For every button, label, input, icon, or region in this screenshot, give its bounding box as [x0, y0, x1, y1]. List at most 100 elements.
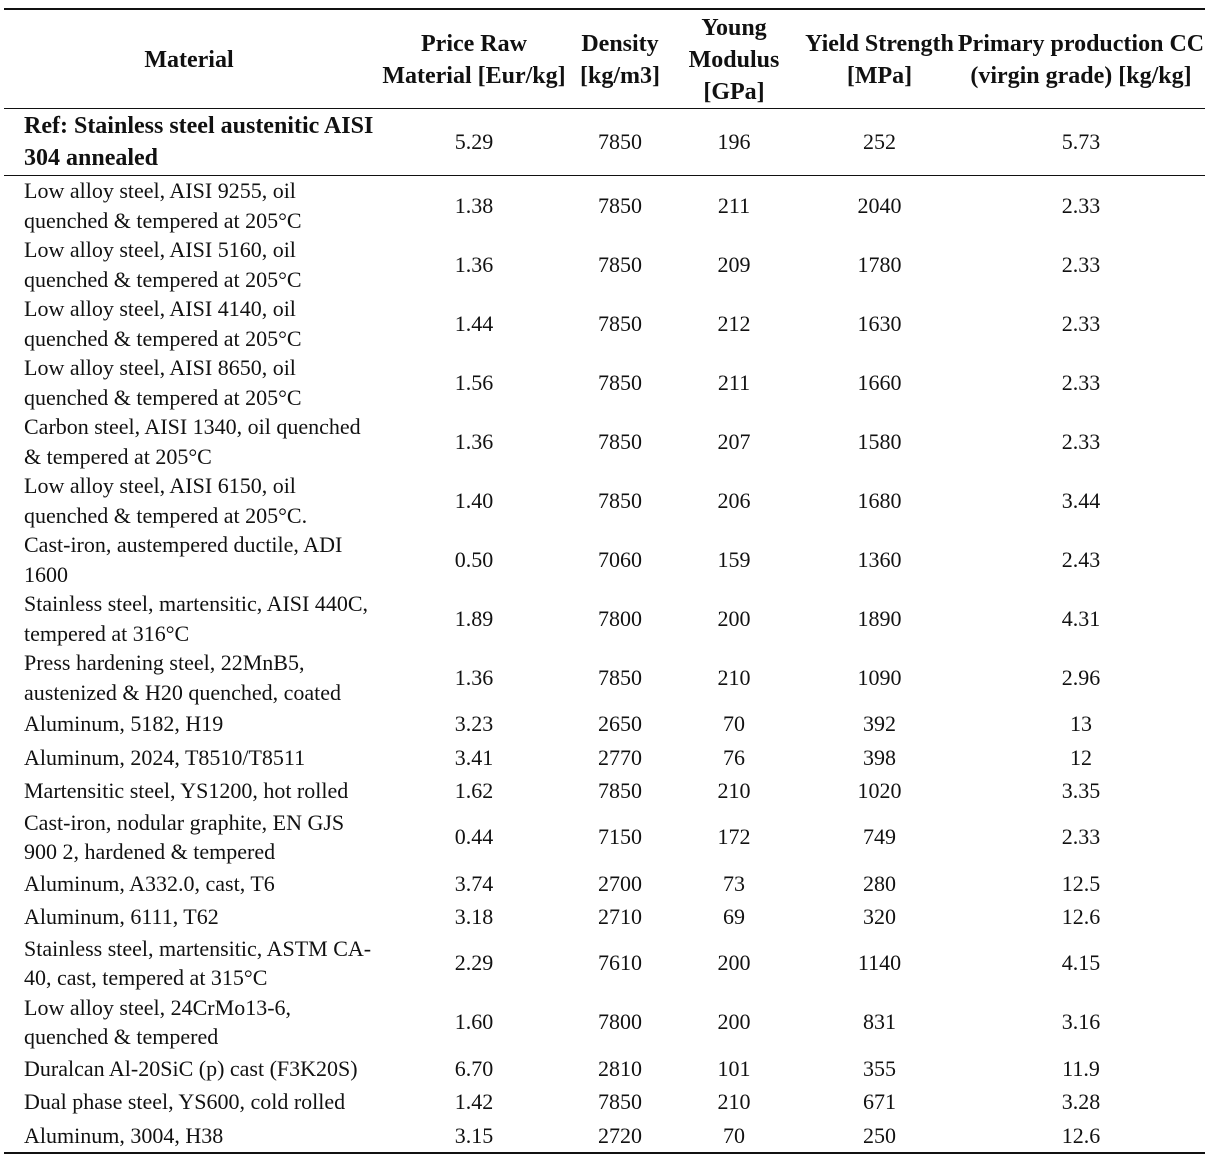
cell-density: 2650: [598, 711, 642, 736]
table-row: Aluminum, 3004, H38 3.15 2720 70 250 12.6: [4, 1119, 1205, 1153]
reference-primary-production-cc: 5.73: [1061, 129, 1101, 155]
table-row: Low alloy steel, AISI 9255, oil quenched…: [4, 176, 1205, 236]
cell-primary-production-cc: 4.15: [1061, 950, 1101, 976]
cell-price: 6.70: [454, 1055, 494, 1081]
header-young-modulus: Young Modulus [GPa]: [688, 15, 780, 105]
cell-young-modulus: 70: [723, 711, 745, 736]
cell-primary-production-cc: 3.28: [1061, 1089, 1101, 1114]
cell-material: Duralcan Al-20SiC (p) cast (F3K20S): [24, 1055, 358, 1081]
cell-primary-production-cc: 2.33: [1061, 428, 1101, 454]
cell-yield-strength: 398: [863, 744, 896, 770]
cell-primary-production-cc: 2.43: [1061, 546, 1101, 572]
cell-yield-strength: 1780: [857, 251, 902, 277]
cell-yield-strength: 1360: [857, 546, 902, 572]
cell-density: 7800: [598, 1009, 642, 1035]
cell-primary-production-cc: 2.33: [1061, 824, 1101, 850]
header-price: Price Raw Material [Eur/kg]: [382, 31, 566, 89]
materials-table: Material Price Raw Material [Eur/kg] Den…: [4, 8, 1205, 1154]
cell-material: Martensitic steel, YS1200, hot rolled: [24, 778, 349, 803]
cell-price: 3.74: [454, 870, 494, 896]
cell-material: Aluminum, 2024, T8510/T8511: [24, 744, 306, 770]
header-material: Material: [144, 47, 234, 73]
cell-young-modulus: 209: [717, 251, 751, 277]
cell-primary-production-cc: 3.16: [1061, 1009, 1101, 1035]
reference-young-modulus: 196: [717, 129, 751, 155]
cell-density: 2810: [598, 1055, 642, 1081]
cell-young-modulus: 207: [717, 428, 751, 454]
cell-yield-strength: 749: [863, 824, 896, 850]
cell-density: 7150: [598, 824, 642, 850]
cell-young-modulus: 69: [723, 904, 745, 929]
table-row: Cast-iron, austempered ductile, ADI 1600…: [4, 530, 1205, 589]
cell-density: 7850: [598, 1089, 642, 1114]
cell-material: Aluminum, 5182, H19: [24, 711, 224, 736]
cell-young-modulus: 200: [717, 1009, 751, 1035]
table-row: Press hardening steel, 22MnB5, austenize…: [4, 648, 1205, 707]
cell-yield-strength: 1580: [857, 428, 902, 454]
cell-yield-strength: 355: [863, 1055, 896, 1081]
cell-primary-production-cc: 2.33: [1061, 251, 1101, 277]
cell-price: 1.36: [454, 428, 494, 454]
cell-material: Low alloy steel, AISI 4140, oil quenched…: [24, 296, 302, 351]
cell-primary-production-cc: 12.5: [1061, 870, 1101, 896]
cell-density: 2710: [598, 904, 642, 929]
cell-primary-production-cc: 4.31: [1061, 605, 1101, 631]
cell-young-modulus: 211: [717, 192, 751, 218]
cell-density: 2700: [598, 870, 642, 896]
cell-density: 7850: [598, 428, 642, 454]
cell-yield-strength: 250: [863, 1122, 896, 1148]
table-row: Low alloy steel, AISI 8650, oil quenched…: [4, 353, 1205, 412]
reference-yield-strength: 252: [863, 129, 896, 155]
reference-density: 7850: [598, 129, 642, 155]
cell-price: 0.50: [454, 546, 494, 572]
cell-young-modulus: 210: [717, 778, 751, 803]
cell-yield-strength: 1020: [857, 778, 902, 803]
cell-material: Press hardening steel, 22MnB5, austenize…: [24, 650, 342, 705]
cell-price: 2.29: [454, 950, 494, 976]
table-row: Dual phase steel, YS600, cold rolled 1.42…: [4, 1085, 1205, 1119]
cell-material: Cast-iron, nodular graphite, EN GJS 900 …: [24, 809, 345, 865]
cell-price: 1.44: [454, 310, 494, 336]
cell-primary-production-cc: 11.9: [1062, 1055, 1100, 1081]
cell-price: 3.18: [454, 904, 494, 929]
cell-yield-strength: 1890: [857, 605, 902, 631]
cell-price: 1.38: [454, 192, 494, 218]
cell-yield-strength: 392: [863, 711, 896, 736]
cell-density: 7850: [598, 192, 642, 218]
table-row: Aluminum, A332.0, cast, T6 3.74 2700 73 280 1…: [4, 867, 1205, 901]
cell-price: 1.56: [454, 369, 494, 395]
table-row: Low alloy steel, 24CrMo13-6, quenched & …: [4, 993, 1205, 1052]
cell-material: Cast-iron, austempered ductile, ADI 1600: [24, 532, 343, 587]
cell-primary-production-cc: 3.35: [1061, 778, 1101, 803]
cell-primary-production-cc: 12.6: [1061, 904, 1101, 929]
cell-price: 3.41: [454, 744, 494, 770]
cell-yield-strength: 1140: [857, 950, 902, 976]
cell-density: 7850: [598, 487, 642, 513]
cell-price: 1.62: [454, 778, 494, 803]
cell-young-modulus: 172: [717, 824, 751, 850]
cell-yield-strength: 280: [863, 870, 896, 896]
cell-material: Stainless steel, martensitic, ASTM CA-40…: [24, 935, 372, 991]
table-row: Stainless steel, martensitic, AISI 440C,…: [4, 589, 1205, 648]
header-density: Density [kg/m3]: [580, 31, 660, 89]
table-row: Aluminum, 2024, T8510/T8511 3.41 2770 76 398…: [4, 741, 1205, 775]
table-row: Cast-iron, nodular graphite, EN GJS 900 …: [4, 808, 1205, 867]
cell-young-modulus: 211: [717, 369, 751, 395]
table-row: Low alloy steel, AISI 4140, oil quenched…: [4, 294, 1205, 353]
cell-price: 0.44: [454, 824, 494, 850]
cell-primary-production-cc: 2.96: [1061, 664, 1101, 690]
cell-density: 7060: [598, 546, 642, 572]
cell-young-modulus: 101: [717, 1055, 751, 1081]
cell-density: 7850: [598, 310, 642, 336]
table-body: Ref: Stainless steel austenitic AISI 304…: [4, 109, 1205, 1153]
reference-price: 5.29: [454, 129, 494, 155]
cell-primary-production-cc: 3.44: [1061, 487, 1101, 513]
reference-material: Ref: Stainless steel austenitic AISI 304…: [24, 113, 374, 171]
cell-young-modulus: 73: [723, 870, 745, 896]
cell-density: 2720: [598, 1122, 642, 1148]
cell-yield-strength: 1090: [857, 664, 902, 690]
table-row: Low alloy steel, AISI 6150, oil quenched…: [4, 471, 1205, 530]
table-row: Low alloy steel, AISI 5160, oil quenched…: [4, 235, 1205, 294]
cell-density: 7850: [598, 664, 642, 690]
table-row: Aluminum, 6111, T62 3.18 2710 69 320 12.6: [4, 900, 1205, 934]
